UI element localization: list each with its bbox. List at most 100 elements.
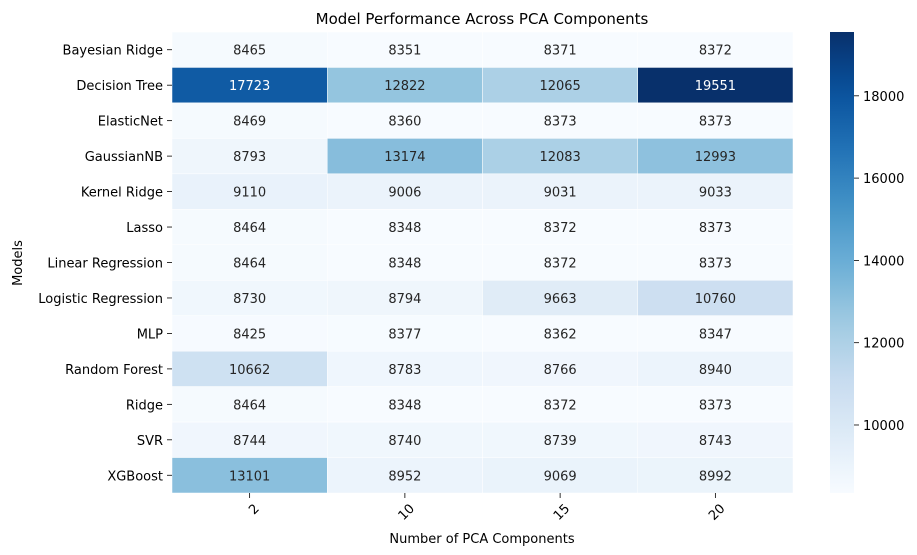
- heatmap-cell: [171, 350, 328, 387]
- cell-value-label: 9110: [233, 186, 266, 201]
- cell-value-label: 8373: [699, 221, 732, 236]
- cell-value-label: 12993: [695, 150, 736, 165]
- cell-value-label: 8469: [233, 115, 266, 130]
- cell-value-label: 8347: [699, 327, 732, 342]
- heatmap-cells: 8465 8351 8371 8372 17723 12822 12065 19551 8469…: [171, 31, 794, 494]
- heatmap-cell: [482, 138, 638, 175]
- cell-value-label: 8372: [544, 221, 577, 236]
- heatmap-cell: [171, 421, 328, 458]
- colorbar-tick-label: 16000: [863, 172, 904, 187]
- y-axis-label: Models: [11, 240, 26, 286]
- cell-value-label: 8373: [699, 115, 732, 130]
- heatmap-cell: [482, 244, 638, 281]
- cell-value-label: 8373: [544, 115, 577, 130]
- heatmap-cell: [327, 209, 483, 246]
- heatmap-cell: [482, 31, 638, 68]
- cell-value-label: 19551: [695, 79, 736, 94]
- heatmap-cell: [327, 173, 483, 210]
- heatmap-cell: [637, 421, 794, 458]
- heatmap-cell: [637, 138, 794, 175]
- cell-value-label: 12083: [539, 150, 580, 165]
- heatmap-cell: [327, 102, 483, 139]
- heatmap-cell: [171, 244, 328, 281]
- y-tick-label: Decision Tree: [76, 79, 163, 94]
- y-tick-label: GaussianNB: [85, 150, 163, 165]
- heatmap-cell: [482, 173, 638, 210]
- heatmap-cell: [171, 209, 328, 246]
- cell-value-label: 9069: [544, 469, 577, 484]
- colorbar-tick-label: 18000: [863, 90, 904, 105]
- cell-value-label: 13174: [384, 150, 425, 165]
- cell-value-label: 8744: [233, 434, 266, 449]
- cell-value-label: 9006: [388, 186, 421, 201]
- cell-value-label: 8373: [699, 257, 732, 272]
- heatmap-cell: [327, 350, 483, 387]
- y-tick-label: Bayesian Ridge: [63, 44, 163, 59]
- cell-value-label: 8783: [388, 363, 421, 378]
- heatmap-cell: [482, 315, 638, 352]
- colorbar-tick-label: 10000: [863, 419, 904, 434]
- cell-value-label: 8794: [388, 292, 421, 307]
- heatmap-cell: [637, 244, 794, 281]
- x-axis-label: Number of PCA Components: [389, 532, 574, 547]
- heatmap-cell: [637, 386, 794, 423]
- x-tick-labels: 2 10 15 20: [246, 493, 728, 524]
- y-tick-label: Ridge: [126, 398, 163, 413]
- heatmap-cell: [327, 67, 483, 104]
- heatmap-cell: [637, 315, 794, 352]
- cell-value-label: 8371: [544, 44, 577, 59]
- cell-value-label: 8793: [233, 150, 266, 165]
- cell-value-label: 8992: [699, 469, 732, 484]
- cell-value-label: 8464: [233, 398, 266, 413]
- x-tick-label: 15: [551, 501, 573, 523]
- cell-value-label: 13101: [229, 469, 270, 484]
- cell-value-label: 8360: [388, 115, 421, 130]
- cell-value-label: 8730: [233, 292, 266, 307]
- colorbar-tick-label: 14000: [863, 254, 904, 269]
- cell-value-label: 8940: [699, 363, 732, 378]
- colorbar-ticks: 10000 12000 14000 16000 18000: [854, 90, 904, 434]
- cell-value-label: 12822: [384, 79, 425, 94]
- cell-value-label: 9663: [544, 292, 577, 307]
- colorbar-tick-label: 12000: [863, 337, 904, 352]
- heatmap-cell: [482, 209, 638, 246]
- cell-value-label: 8464: [233, 221, 266, 236]
- y-tick-label: ElasticNet: [98, 115, 163, 130]
- heatmap-cell: [482, 386, 638, 423]
- cell-value-label: 8743: [699, 434, 732, 449]
- y-tick-label: Linear Regression: [47, 257, 163, 272]
- cell-value-label: 8372: [544, 257, 577, 272]
- cell-value-label: 8952: [388, 469, 421, 484]
- heatmap-cell: [327, 421, 483, 458]
- x-tick-label: 20: [706, 501, 728, 523]
- x-tick-label: 2: [246, 501, 262, 517]
- y-tick-label: Lasso: [126, 221, 163, 236]
- heatmap-cell: [171, 138, 328, 175]
- colorbar: [830, 32, 854, 493]
- cell-value-label: 8740: [388, 434, 421, 449]
- heatmap-cell: [171, 31, 328, 68]
- cell-value-label: 9031: [544, 186, 577, 201]
- heatmap-cell: [327, 457, 483, 494]
- cell-value-label: 10662: [229, 363, 270, 378]
- heatmap-cell: [482, 350, 638, 387]
- cell-value-label: 8351: [388, 44, 421, 59]
- cell-value-label: 8739: [544, 434, 577, 449]
- chart-title: Model Performance Across PCA Components: [316, 10, 649, 28]
- cell-value-label: 8348: [388, 257, 421, 272]
- heatmap-cell: [327, 138, 483, 175]
- y-tick-label: Random Forest: [65, 363, 163, 378]
- heatmap-cell: [171, 67, 328, 104]
- y-tick-label: MLP: [137, 327, 163, 342]
- heatmap-cell: [327, 31, 483, 68]
- heatmap-cell: [327, 386, 483, 423]
- cell-value-label: 8348: [388, 398, 421, 413]
- cell-value-label: 8766: [544, 363, 577, 378]
- cell-value-label: 17723: [229, 79, 270, 94]
- heatmap-cell: [637, 173, 794, 210]
- y-tick-label: Kernel Ridge: [81, 186, 163, 201]
- cell-value-label: 8372: [544, 398, 577, 413]
- cell-value-label: 8372: [699, 44, 732, 59]
- x-tick-label: 10: [396, 501, 418, 523]
